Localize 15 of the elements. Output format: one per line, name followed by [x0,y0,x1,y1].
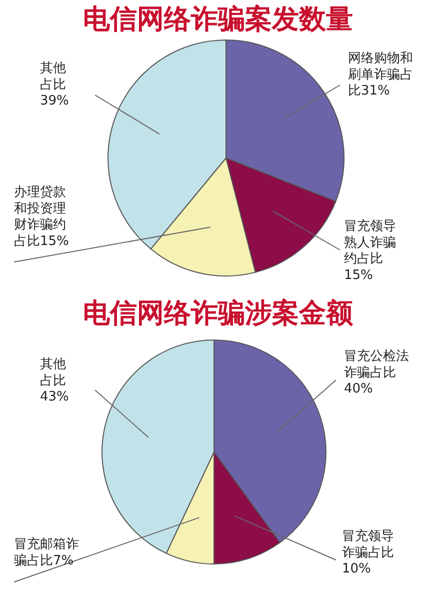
data-label: 43% [40,390,69,404]
slice-label: 冒充领导诈骗占比 [342,529,394,560]
chart-title: 电信网络诈骗案发数量 [83,4,353,35]
data-label: 40% [344,382,373,396]
data-label: 10% [342,562,371,576]
data-label: 15% [344,268,373,283]
chart-title: 电信网络诈骗涉案金额 [83,298,354,329]
slice-label: 办理贷款和投资理财诈骗约占比15% [14,185,69,249]
slice-label: 冒充公检法诈骗占比 [344,349,409,380]
slice-label: 其他占比 [40,61,66,92]
slice-label: 其他占比 [40,357,66,388]
slice-label: 网络购物和刷单诈骗占比31% [348,51,413,98]
data-label: 39% [40,94,69,108]
slice-label: 冒充领导熟人诈骗约占比 [344,219,396,266]
slice-label: 冒充邮箱诈骗占比7% [14,537,79,568]
